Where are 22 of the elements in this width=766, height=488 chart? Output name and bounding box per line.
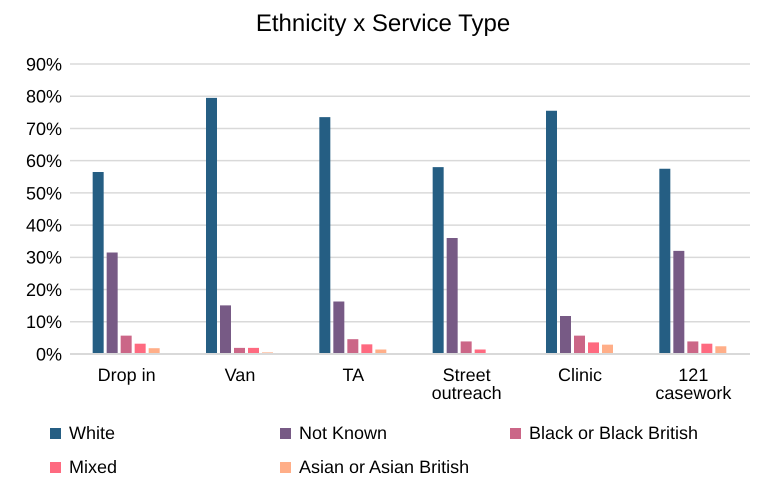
legend-label: Not Known (299, 422, 388, 444)
legend-label: Mixed (69, 456, 118, 478)
y-tick-label: 30% (26, 248, 62, 268)
y-tick-label: 70% (26, 118, 62, 139)
y-tick-label: 50% (26, 183, 62, 204)
y-tick-label: 80% (26, 86, 62, 107)
x-tick-label: Clinic (558, 364, 602, 385)
y-tick-label: 60% (26, 151, 62, 172)
x-tick-label: Drop in (98, 364, 156, 385)
x-tick-label: 121 casework (655, 364, 732, 403)
x-tick-label: Street outreach (432, 364, 502, 403)
legend-label: Asian or Asian British (299, 456, 470, 478)
y-tick-label: 90% (26, 54, 62, 74)
y-tick-label: 0% (36, 344, 62, 364)
y-tick-label: 20% (26, 280, 62, 300)
chart-title: Ethnicity x Service Type (254, 9, 512, 39)
x-tick-label: TA (342, 364, 364, 385)
y-tick-label: 10% (26, 312, 62, 332)
y-tick-label: 40% (26, 216, 62, 236)
legend-label: Black or Black British (529, 422, 698, 444)
legend-label: White (69, 422, 116, 444)
x-tick-label: Van (224, 364, 256, 385)
